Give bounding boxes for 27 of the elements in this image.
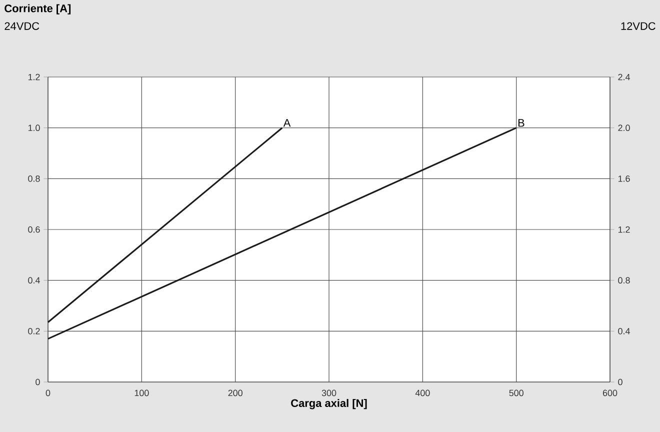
y2-tick-label: 0.4 <box>618 328 630 334</box>
y2-tick-label: 1.2 <box>618 226 630 233</box>
x-tick-label: 100 <box>134 390 149 396</box>
y-tick-label: 0 <box>36 378 40 386</box>
series-label: A <box>283 119 291 127</box>
y2-axis-title: 12VDC <box>621 22 656 30</box>
y2-tick-label: 0.8 <box>618 277 630 284</box>
x-tick-label: 400 <box>415 390 430 396</box>
y2-tick-label: 2.0 <box>618 124 630 132</box>
chart-title: Corriente [A] <box>4 4 71 14</box>
x-tick-label: 200 <box>228 390 242 396</box>
x-tick-label: 0 <box>46 390 50 396</box>
series-label: B <box>518 119 524 127</box>
x-tick-label: 600 <box>602 390 618 396</box>
x-tick-label: 300 <box>322 390 336 396</box>
y-tick-label: 0.6 <box>28 226 40 233</box>
y-axis-title: 24VDC <box>4 22 40 30</box>
y-tick-label: 1.0 <box>28 124 40 132</box>
y2-tick-label: 0 <box>618 378 622 386</box>
x-axis-title: Carga axial [N] <box>291 398 367 410</box>
y-tick-label: 0.4 <box>28 277 40 284</box>
y-tick-label: 0.8 <box>28 175 40 182</box>
y2-tick-label: 1.6 <box>618 175 630 182</box>
y2-tick-label: 2.4 <box>618 74 630 80</box>
x-tick-label: 500 <box>509 390 524 396</box>
y-tick-label: 1.2 <box>28 74 40 80</box>
y-tick-label: 0.2 <box>28 328 40 334</box>
